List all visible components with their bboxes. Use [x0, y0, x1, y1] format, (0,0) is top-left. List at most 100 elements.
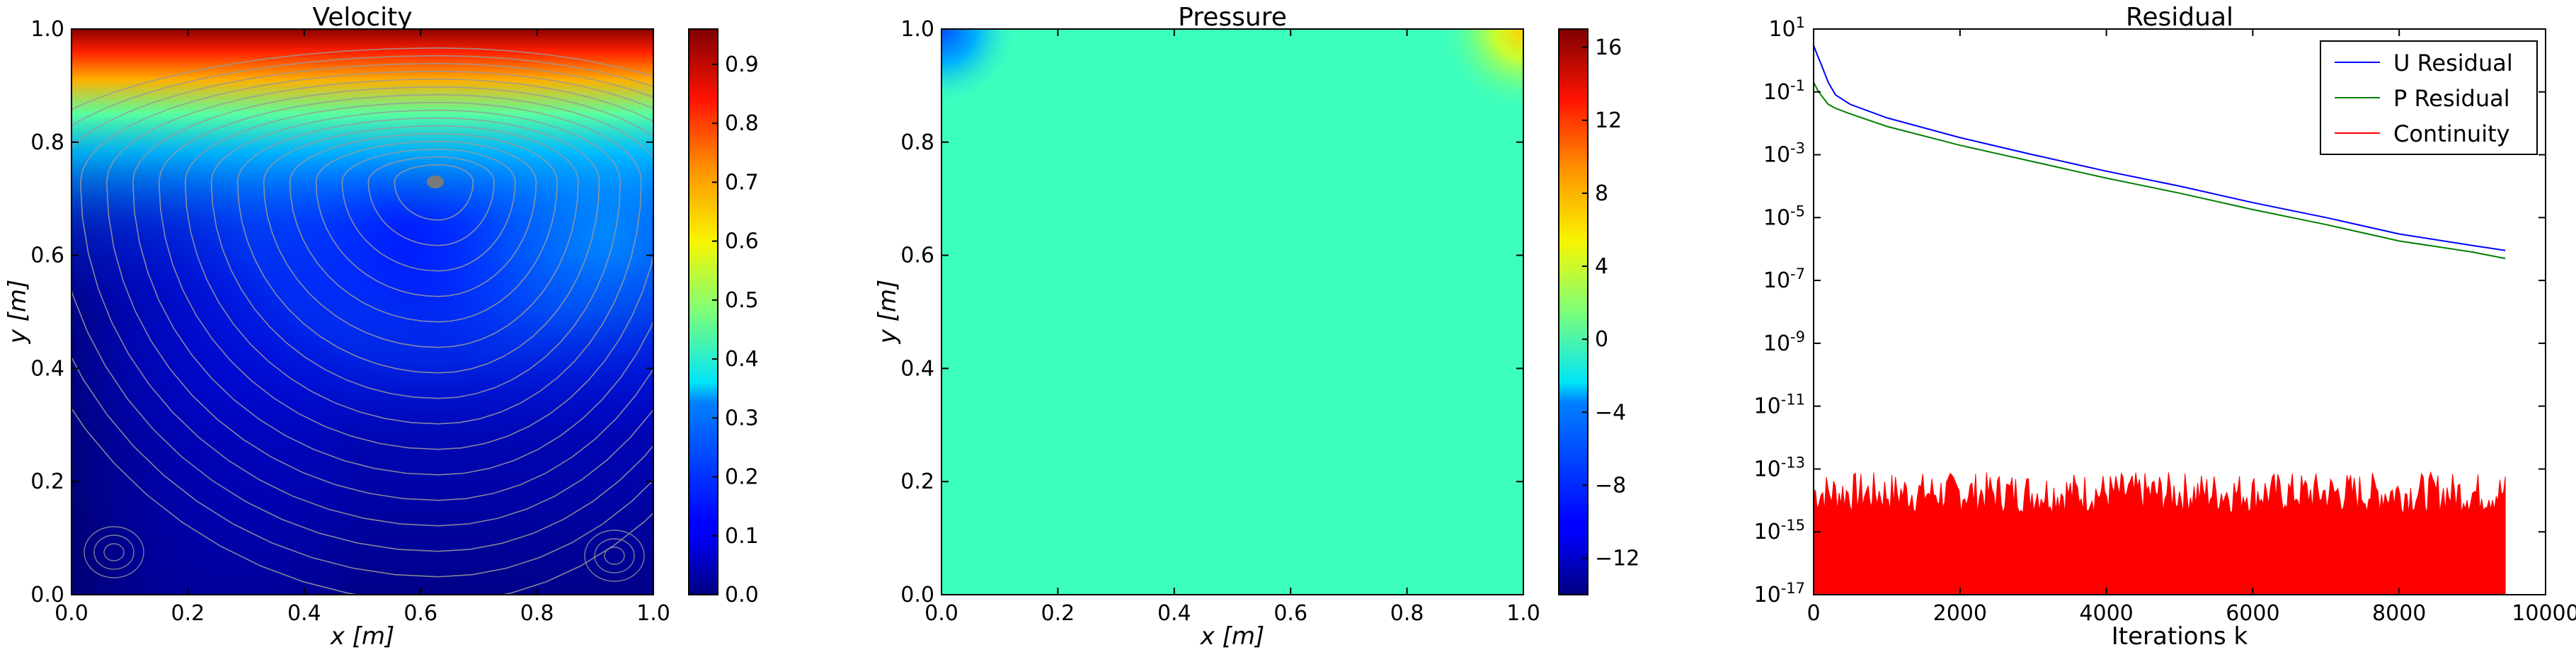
legend-label-p: P Residual — [2393, 85, 2510, 112]
residual-y-tick-label: 10-7 — [1763, 265, 1805, 293]
streamline — [315, 140, 537, 297]
pressure-colorbar-tick-label: 16 — [1595, 35, 1622, 60]
residual-x-tick-label: 10000 — [2512, 601, 2576, 626]
velocity-field — [71, 29, 653, 595]
velocity-colorbar-tick-label: 0.1 — [725, 524, 759, 549]
pressure-x-tick-label: 0.6 — [1273, 601, 1307, 626]
pressure-y-tick-label: 0.2 — [900, 469, 934, 494]
corner-eddy-streamline — [594, 538, 635, 573]
streamline — [210, 109, 622, 399]
pressure-x-axis: 0.0 0.2 0.4 0.6 0.8 1.0 — [925, 29, 1540, 626]
residual-plot-area — [1814, 45, 2506, 595]
pressure-y-tick-label: 1.0 — [900, 17, 934, 42]
residual-panel: Residual 0 2000 4000 6000 8000 10000 10110-11… — [1754, 3, 2576, 651]
pressure-colorbar-tick-label: 4 — [1595, 254, 1608, 279]
streamline — [289, 132, 558, 323]
streamlines — [71, 47, 653, 595]
streamline — [184, 101, 642, 425]
pressure-title: Pressure — [1178, 3, 1287, 32]
residual-x-tick-label: 2000 — [1933, 601, 1987, 626]
pressure-colorbar-tick-label: −12 — [1595, 546, 1639, 571]
velocity-y-tick-label: 0.8 — [30, 130, 64, 155]
velocity-y-label: y [m] — [4, 280, 32, 345]
streamline — [367, 156, 495, 246]
velocity-y-tick-label: 0.6 — [30, 244, 64, 268]
velocity-colorbar-tick-label: 0.5 — [725, 288, 759, 313]
pressure-field — [941, 29, 1523, 595]
residual-y-tick-label: 101 — [1768, 14, 1805, 42]
residual-y-tick-label: 10-1 — [1763, 77, 1805, 105]
pressure-y-axis: 0.0 0.2 0.4 0.6 0.8 1.0 — [900, 17, 1523, 607]
pressure-y-label: y [m] — [874, 280, 902, 345]
pressure-x-tick-label: 1.0 — [1506, 601, 1540, 626]
pressure-colorbar-tick-label: 12 — [1595, 108, 1622, 133]
pressure-y-tick-label: 0.0 — [900, 583, 934, 607]
streamline — [158, 93, 653, 450]
velocity-y-axis: 0.0 0.2 0.4 0.6 0.8 1.0 — [30, 17, 653, 607]
pressure-x-tick-label: 0.2 — [1041, 601, 1075, 626]
pressure-x-tick-label: 0.4 — [1157, 601, 1191, 626]
residual-y-tick-label: 10-15 — [1754, 517, 1806, 544]
streamline — [132, 86, 653, 476]
pressure-colorbar-ticks: 16 12 8 4 0 −4 −8 −12 — [1582, 35, 1639, 571]
residual-y-tick-label: 10-17 — [1754, 580, 1806, 607]
velocity-x-tick-label: 0.2 — [171, 601, 205, 626]
pressure-x-tick-label: 0.0 — [925, 601, 958, 626]
pressure-colorbar-tick-label: −8 — [1595, 473, 1626, 498]
pressure-y-tick-label: 0.4 — [900, 356, 934, 381]
streamline — [79, 70, 653, 527]
velocity-colorbar-tick-label: 0.2 — [725, 465, 759, 490]
residual-y-tick-label: 10-3 — [1763, 140, 1805, 168]
vortex-center — [427, 176, 444, 188]
velocity-x-label: x [m] — [330, 622, 395, 651]
continuity-series — [1814, 471, 2506, 595]
residual-y-tick-label: 10-11 — [1754, 392, 1806, 419]
corner-eddy-streamline — [584, 530, 645, 582]
velocity-y-tick-label: 0.2 — [30, 469, 64, 494]
pressure-x-tick-label: 0.8 — [1390, 601, 1424, 626]
pressure-colorbar-tick-label: −4 — [1595, 400, 1626, 425]
velocity-x-tick-label: 0.0 — [55, 601, 88, 626]
residual-x-tick-label: 4000 — [2079, 601, 2133, 626]
velocity-colorbar-ticks: 0.0 0.1 0.2 0.3 0.4 0.5 0.6 0.7 0.8 0.9 — [712, 52, 759, 607]
residual-y-tick-label: 10-13 — [1754, 454, 1806, 481]
pressure-panel: Pressure 0.0 0.2 0.4 0.6 0.8 1.0 0.0 0.2 0.4 0.6… — [874, 3, 1639, 651]
velocity-colorbar-tick-label: 0.7 — [725, 170, 759, 195]
residual-y-tick-label: 10-5 — [1763, 202, 1805, 230]
pressure-colorbar — [1558, 28, 1588, 595]
velocity-colorbar-tick-label: 0.8 — [725, 111, 759, 136]
pressure-colorbar-tick-label: 8 — [1595, 181, 1608, 206]
velocity-panel: Velocity 0.0 0.2 0.4 0.6 0.8 1.0 0.0 0.2 0.4 0.6… — [4, 3, 759, 651]
u-residual-series — [1814, 45, 2506, 251]
residual-x-tick-label: 0 — [1807, 601, 1820, 626]
corner-eddy-streamline — [604, 547, 625, 565]
p-residual-series — [1814, 81, 2506, 260]
residual-title: Residual — [2126, 3, 2233, 32]
velocity-colorbar-tick-label: 0.4 — [725, 347, 759, 372]
velocity-title: Velocity — [312, 3, 412, 32]
streamline — [71, 62, 653, 552]
residual-x-tick-label: 8000 — [2372, 601, 2426, 626]
velocity-colorbar-tick-label: 0.6 — [725, 229, 759, 254]
velocity-y-tick-label: 0.0 — [30, 583, 64, 607]
streamline — [236, 117, 600, 374]
residual-y-axis: 101 10-1 10-3 10-5 10-7 10-9 10-11 10-13 10-15 10… — [1754, 14, 2546, 607]
streamline — [341, 148, 516, 272]
streamline — [263, 125, 579, 348]
velocity-y-tick-label: 1.0 — [30, 17, 64, 42]
streamline — [105, 78, 653, 501]
residual-legend: U Residual P Residual Continuity — [2320, 40, 2538, 155]
corner-eddy-streamline — [84, 526, 144, 578]
pressure-y-tick-label: 0.8 — [900, 130, 934, 155]
velocity-x-tick-label: 0.8 — [520, 601, 554, 626]
velocity-colorbar — [688, 28, 719, 595]
residual-x-tick-label: 6000 — [2226, 601, 2279, 626]
velocity-y-tick-label: 0.4 — [30, 356, 64, 381]
legend-label-u: U Residual — [2393, 50, 2513, 76]
residual-x-label: Iterations k — [2112, 622, 2248, 651]
pressure-y-tick-label: 0.6 — [900, 244, 934, 268]
corner-eddy-streamline — [93, 535, 134, 570]
velocity-colorbar-tick-label: 0.3 — [725, 406, 759, 430]
residual-x-axis: 0 2000 4000 6000 8000 10000 — [1807, 29, 2576, 626]
velocity-x-axis: 0.0 0.2 0.4 0.6 0.8 1.0 — [55, 29, 670, 626]
